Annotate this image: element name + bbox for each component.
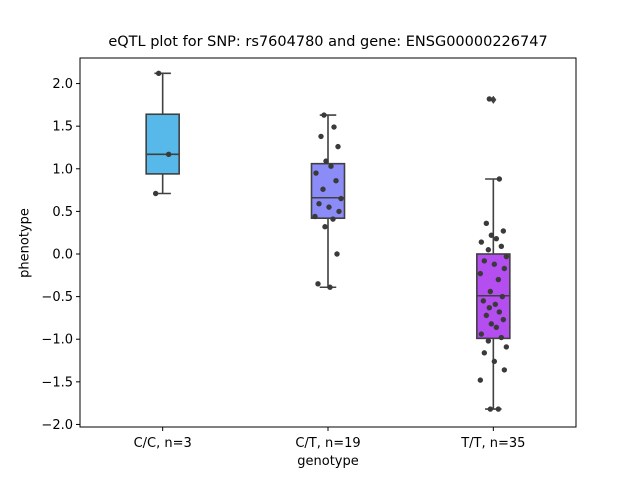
data-point: [478, 239, 485, 245]
data-point: [331, 124, 337, 130]
data-point: [326, 204, 332, 210]
data-point: [316, 201, 322, 207]
data-point: [323, 158, 329, 164]
y-tick-label: 1.5: [52, 120, 73, 135]
data-point: [503, 344, 510, 350]
data-point: [328, 163, 334, 169]
data-point: [499, 293, 506, 300]
y-tick-label: 0.0: [52, 248, 73, 263]
data-point: [480, 298, 487, 304]
data-point: [322, 224, 328, 230]
points-layer: [152, 70, 510, 412]
data-point: [334, 251, 340, 257]
data-point: [488, 321, 495, 327]
data-point: [312, 213, 318, 220]
data-point: [491, 358, 498, 365]
data-point: [338, 195, 344, 202]
data-point: [336, 208, 342, 215]
y-tick-label: 2.0: [52, 77, 73, 92]
data-point: [321, 112, 327, 118]
y-tick-label: −1.0: [41, 333, 73, 348]
x-axis-label: genotype: [297, 454, 359, 469]
boxes-layer: [145, 72, 511, 410]
y-tick-label: −2.0: [41, 418, 73, 433]
x-tick-label: T/T, n=35: [460, 436, 525, 451]
data-point: [496, 176, 503, 182]
data-point: [501, 367, 508, 373]
data-point: [501, 265, 508, 272]
data-point: [488, 232, 495, 238]
data-point: [498, 334, 505, 341]
data-point: [327, 284, 333, 290]
data-point: [503, 253, 510, 260]
data-point: [313, 170, 319, 176]
data-point: [500, 316, 507, 323]
data-point: [493, 324, 500, 330]
data-point: [500, 228, 507, 234]
data-point: [155, 70, 162, 77]
axes-layer: −2.0 −1.5 −1.0 −0.5 0.0 0.5 1.0 1.5 2.0 C/C, n=3 C…: [41, 57, 577, 451]
y-tick-label: −0.5: [41, 290, 73, 305]
data-point: [485, 247, 492, 253]
data-point: [483, 312, 490, 319]
data-point: [492, 301, 499, 307]
data-point: [165, 151, 172, 157]
data-point: [486, 96, 493, 102]
chart-title: eQTL plot for SNP: rs7604780 and gene: E…: [108, 34, 548, 50]
data-point: [485, 338, 492, 344]
x-tick-label: C/T, n=19: [295, 436, 360, 451]
data-point: [493, 235, 500, 242]
data-point: [496, 309, 503, 315]
data-point: [498, 243, 505, 250]
data-point: [477, 270, 484, 277]
y-tick-label: −1.5: [41, 375, 73, 390]
data-point: [486, 304, 493, 311]
y-axis-label: phenotype: [17, 208, 33, 278]
box-0: [145, 113, 180, 175]
data-point: [491, 261, 498, 267]
data-point: [152, 190, 159, 197]
data-point: [481, 350, 488, 356]
data-point: [487, 288, 494, 295]
data-point: [487, 406, 494, 412]
data-point: [477, 377, 484, 383]
data-point: [478, 331, 485, 337]
y-tick-label: 1.0: [52, 162, 73, 177]
data-point: [495, 406, 502, 412]
data-point: [335, 143, 341, 150]
data-point: [318, 133, 324, 140]
data-point: [315, 281, 321, 287]
data-point: [333, 178, 339, 184]
data-point: [481, 258, 488, 264]
data-point: [495, 276, 502, 283]
data-point: [483, 220, 490, 227]
data-point: [330, 216, 336, 222]
data-point: [320, 186, 326, 192]
y-tick-label: 0.5: [52, 205, 73, 220]
x-tick-label: C/C, n=3: [134, 436, 192, 451]
